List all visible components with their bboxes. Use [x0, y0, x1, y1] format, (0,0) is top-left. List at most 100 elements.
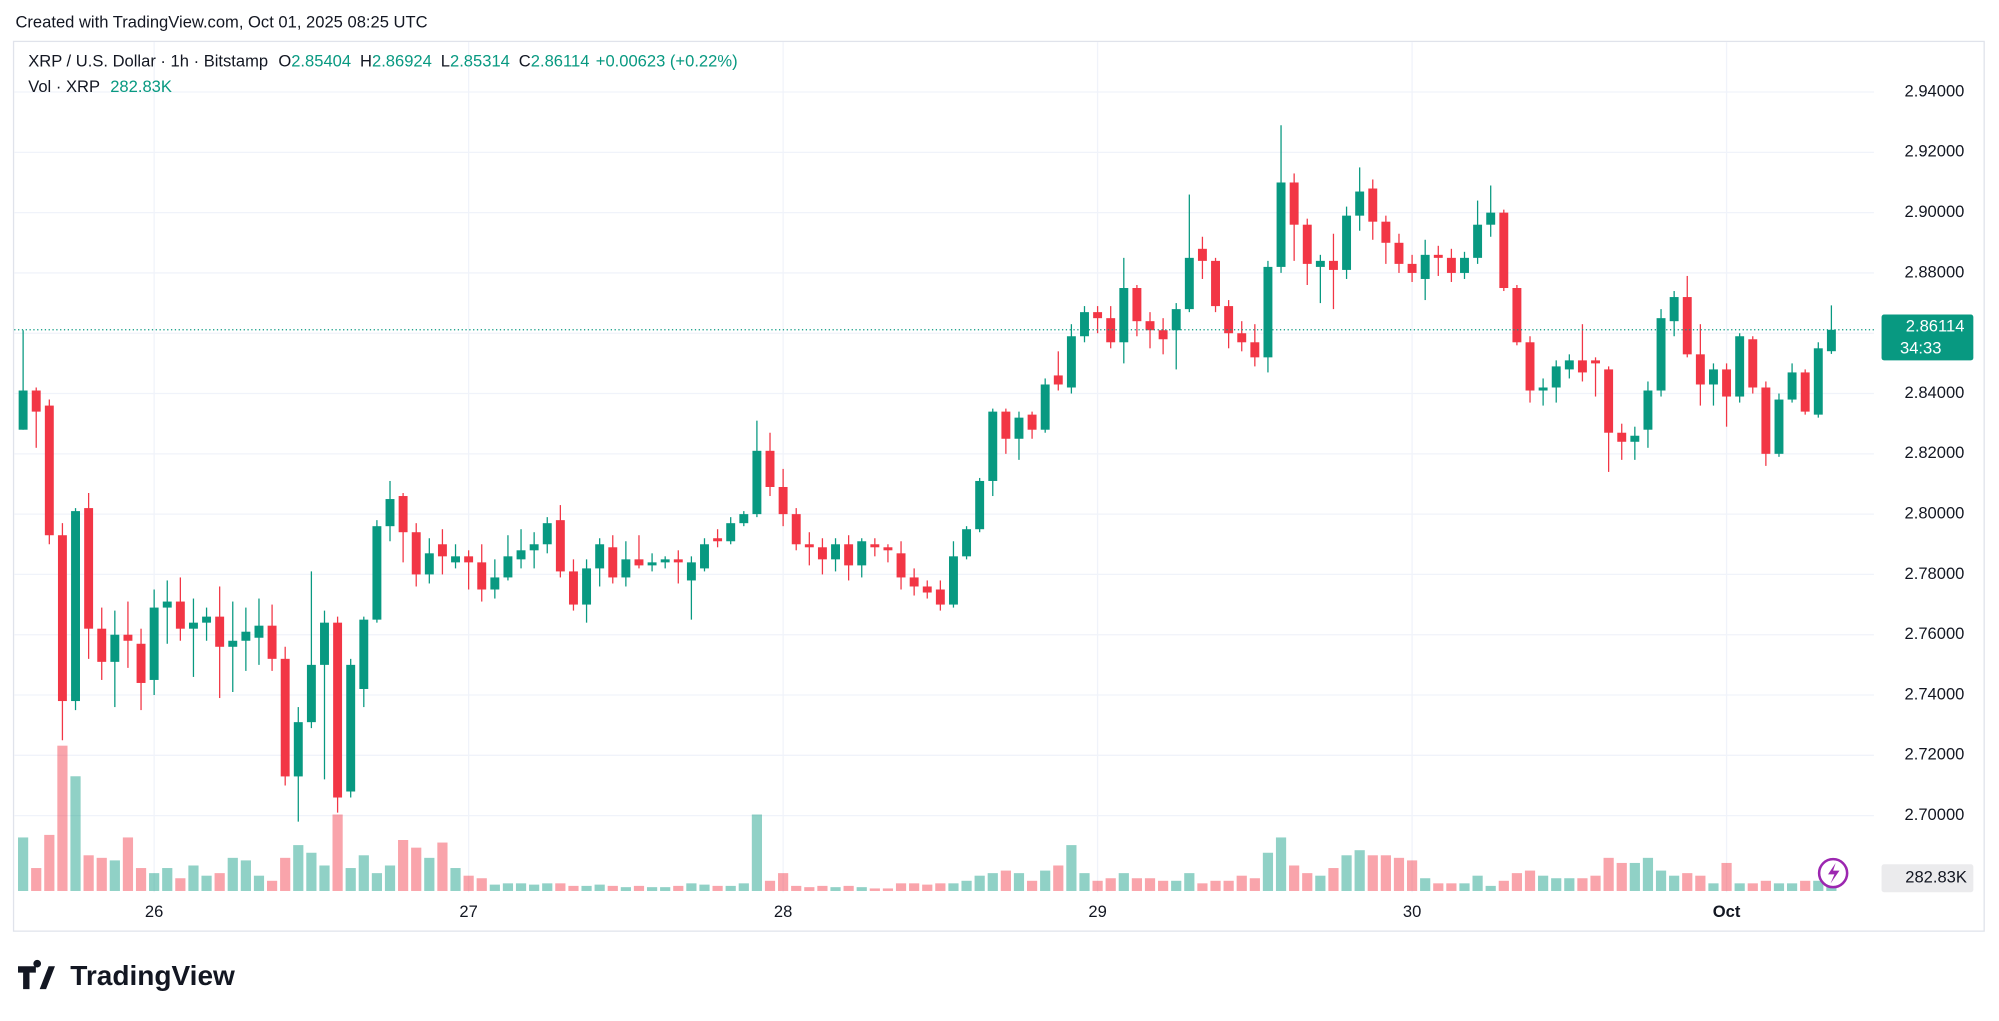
volume-bar [1197, 883, 1208, 891]
volume-bar [162, 868, 173, 891]
candle-body [1525, 342, 1535, 391]
volume-bar [1524, 870, 1536, 891]
candle-body [44, 405, 54, 536]
candle-body [1355, 191, 1365, 216]
candle-body [437, 544, 447, 557]
volume-bar [1655, 870, 1667, 891]
volume-bar [1223, 880, 1234, 891]
candle-body [398, 496, 408, 533]
volume-bar [791, 885, 802, 891]
candle-body [1774, 399, 1784, 454]
volume-bar [266, 880, 278, 891]
volume-bar [188, 865, 199, 891]
volume-bar [712, 885, 723, 891]
volume-bar [1616, 862, 1627, 891]
candle-body [149, 607, 159, 680]
volume-bar [1590, 875, 1601, 891]
candle-body [778, 486, 788, 515]
volume-bar [1485, 885, 1496, 891]
volume-bar [306, 852, 317, 891]
candle-body [1263, 266, 1273, 358]
volume-bar [1158, 880, 1169, 891]
candle-body [1800, 372, 1810, 412]
candle-body [280, 658, 290, 777]
candle-body [1512, 288, 1522, 343]
volume-bar [149, 873, 160, 891]
volume-bar [1393, 857, 1405, 891]
volume-bar [1734, 883, 1745, 891]
volume-bar [961, 880, 972, 891]
chart-frame [12, 40, 1985, 932]
volume-bar [1642, 857, 1654, 891]
candle-body [1722, 369, 1732, 397]
volume-bar [1262, 852, 1274, 891]
volume-bar [345, 868, 356, 891]
candle-body [1433, 254, 1443, 258]
candle-body [1695, 354, 1705, 385]
candle-body [1132, 288, 1142, 322]
candle-body [1787, 372, 1797, 400]
candle-body [1473, 224, 1483, 258]
price-axis: 2.70000 2.72000 2.74000 2.76000 2.78000 2.800… [145, 81, 1964, 921]
volume-bar [135, 868, 147, 891]
candle-body [1080, 312, 1089, 337]
volume-bar [1747, 883, 1758, 891]
candle-body [909, 577, 919, 587]
volume-bar [1066, 845, 1077, 891]
candle-body [1813, 348, 1823, 415]
volume-bar [686, 883, 697, 891]
volume-bar [1603, 857, 1614, 891]
candle-body [660, 559, 670, 563]
legend-ohlc-value: 2.85314 [450, 52, 510, 71]
volume-bar [1026, 880, 1038, 891]
candle-body [817, 547, 827, 560]
candle-body [97, 628, 107, 662]
volume-bar [1249, 878, 1260, 891]
x-tick-label: 30 [1403, 902, 1421, 921]
candle-body [1171, 309, 1181, 331]
candle-body [1368, 188, 1378, 222]
x-tick-label: 29 [1088, 902, 1106, 921]
y-tick-label: 2.82000 [1905, 443, 1965, 462]
candle-body [1420, 254, 1430, 279]
candle-body [136, 643, 146, 683]
volume-bar [1118, 873, 1129, 891]
volume-bar [1105, 878, 1116, 891]
volume-bar [1511, 873, 1523, 891]
volume-bar [44, 834, 55, 891]
candle-body [634, 559, 644, 566]
candle-body [700, 544, 709, 569]
volume-bar [764, 880, 776, 891]
volume-bar [437, 842, 448, 891]
volume-bar [633, 885, 645, 891]
candle-body [175, 601, 185, 629]
y-tick-label: 2.80000 [1905, 504, 1965, 523]
volume-bar [974, 875, 985, 891]
x-tick-label: Oct [1713, 902, 1741, 921]
candle-body [31, 390, 41, 412]
candle-body [1682, 297, 1692, 355]
candle-body [333, 622, 343, 798]
volume-bar [1629, 862, 1640, 891]
volume-bar [1498, 880, 1509, 891]
countdown: 34:33 [1900, 338, 1941, 357]
candle-body [582, 568, 592, 605]
candle-body [896, 553, 906, 578]
alert-icon [1817, 857, 1849, 889]
volume-bar [1420, 878, 1431, 891]
x-tick-label: 26 [145, 902, 163, 921]
y-tick-label: 2.78000 [1905, 564, 1965, 583]
candle-body [739, 514, 749, 524]
header-text: Created with TradingView.com, Oct 01, 20… [15, 12, 427, 31]
candle-body [1302, 224, 1312, 264]
candle-body [765, 450, 775, 487]
volume-bar [122, 837, 134, 891]
grid [14, 42, 1874, 893]
candle-body [84, 508, 94, 629]
volume-bar [1446, 883, 1457, 891]
volume-bar [817, 885, 828, 891]
volume-bar [332, 814, 343, 891]
candle-body [1656, 318, 1666, 391]
legend-title: XRP / U.S. Dollar · 1h · Bitstamp [28, 52, 268, 71]
volume-bar [1354, 850, 1365, 891]
